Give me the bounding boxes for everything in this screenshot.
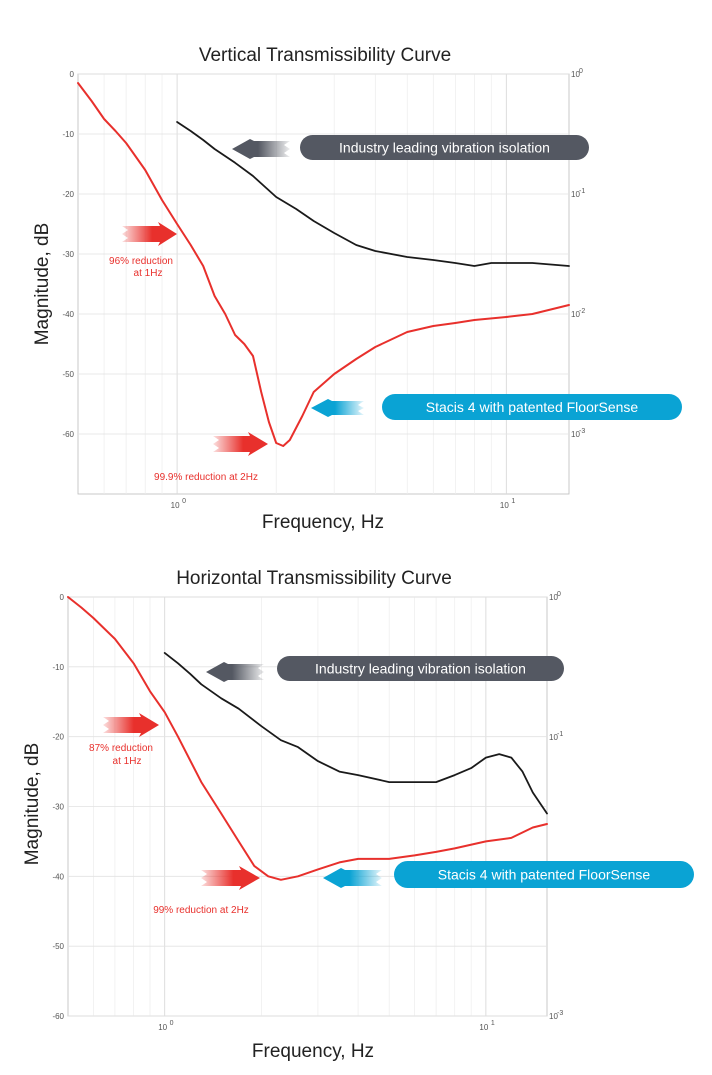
right-tick-exponent: 0 <box>579 68 583 75</box>
vertical-chart: Vertical Transmissibility Curve 0-10-20-… <box>32 45 682 533</box>
x-tick-exponent: 0 <box>170 1020 174 1027</box>
right-tick-label: 10 <box>549 1012 558 1021</box>
right-tick-label: 10 <box>549 593 558 602</box>
x-ticks: 10 0 10 1 <box>158 1020 495 1032</box>
y-tick-label: -50 <box>62 370 74 379</box>
y-tick-label: 0 <box>60 593 65 602</box>
y-ticks: 0 -10 -20 -30 -40 -50 -60 <box>52 593 64 1021</box>
industry-callout-text: Industry leading vibration isolation <box>339 140 550 156</box>
y-tick-label: -40 <box>52 872 64 881</box>
right-tick-exponent: -3 <box>557 1010 563 1017</box>
stacis-series-line <box>67 596 548 881</box>
chart-title: Vertical Transmissibility Curve <box>199 45 451 66</box>
right-tick-label: 10 <box>571 190 580 199</box>
stacis-callout: Stacis 4 with patented FloorSense <box>323 861 694 888</box>
y-tick-label: -60 <box>52 1012 64 1021</box>
right-tick-exponent: -2 <box>579 308 585 315</box>
note-1hz: 87% reduction at 1Hz <box>89 713 159 767</box>
gray-arrow-icon <box>232 139 290 159</box>
industry-pill <box>277 656 564 681</box>
x-tick-label: 10 <box>500 501 509 510</box>
x-axis-label: Frequency, Hz <box>252 1041 374 1062</box>
industry-pill <box>300 135 589 160</box>
note-2hz-text: 99.9% reduction at 2Hz <box>154 472 258 483</box>
stacis-series-line <box>77 82 570 447</box>
y-tick-label: -40 <box>62 310 74 319</box>
red-arrow-icon <box>201 866 260 890</box>
note-1hz-line2: at 1Hz <box>113 756 142 767</box>
right-tick-label: 10 <box>571 70 580 79</box>
y-tick-label: -50 <box>52 942 64 951</box>
stacis-callout-text: Stacis 4 with patented FloorSense <box>426 399 639 415</box>
note-1hz-line1: 96% reduction <box>109 256 173 267</box>
y-tick-label: -10 <box>62 130 74 139</box>
right-tick-label: 10 <box>571 430 580 439</box>
red-arrow-icon <box>122 222 177 246</box>
stacis-callout-text: Stacis 4 with patented FloorSense <box>438 867 651 883</box>
x-tick-label: 10 <box>479 1023 488 1032</box>
right-tick-exponent: 0 <box>557 591 561 598</box>
y-tick-label: -10 <box>52 663 64 672</box>
series-lines <box>67 596 548 881</box>
industry-callout: Industry leading vibration isolation <box>232 135 589 160</box>
x-axis-label: Frequency, Hz <box>262 512 384 533</box>
right-tick-exponent: -3 <box>579 428 585 435</box>
blue-arrow-icon <box>311 399 364 417</box>
industry-callout: Industry leading vibration isolation <box>206 656 564 682</box>
x-tick-label: 10 <box>158 1023 167 1032</box>
y-tick-label: -20 <box>62 190 74 199</box>
y-tick-label: -30 <box>62 250 74 259</box>
series-lines <box>77 82 570 447</box>
y-tick-label: -60 <box>62 430 74 439</box>
note-2hz-text: 99% reduction at 2Hz <box>153 905 249 916</box>
x-tick-exponent: 1 <box>491 1020 495 1027</box>
blue-arrow-icon <box>323 868 382 888</box>
right-tick-label: 10 <box>571 310 580 319</box>
x-tick-exponent: 0 <box>182 498 186 505</box>
stacis-pill <box>394 861 694 888</box>
note-1hz-line1: 87% reduction <box>89 743 153 754</box>
y-axis-label: Magnitude, dB <box>22 743 43 866</box>
red-arrow-icon <box>103 713 159 737</box>
y-tick-label: 0 <box>70 70 75 79</box>
x-ticks: 10 0 10 1 <box>171 498 516 510</box>
chart-title: Horizontal Transmissibility Curve <box>176 568 452 589</box>
gray-arrow-icon <box>206 662 264 682</box>
industry-callout-text: Industry leading vibration isolation <box>315 661 526 677</box>
horizontal-chart: Horizontal Transmissibility Curve 0-10-2… <box>22 568 694 1062</box>
y-ticks: 0 -10 -20 -30 -40 -50 -60 <box>62 70 74 439</box>
right-tick-exponent: -1 <box>579 188 585 195</box>
right-tick-label: 10 <box>549 733 558 742</box>
note-1hz: 96% reduction at 1Hz <box>109 222 177 279</box>
note-1hz-line2: at 1Hz <box>134 268 163 279</box>
y-tick-label: -30 <box>52 803 64 812</box>
y-axis-label: Magnitude, dB <box>32 223 53 346</box>
stacis-callout: Stacis 4 with patented FloorSense <box>311 394 682 420</box>
right-axis-ticks: 10 010 -110 -3 <box>549 591 563 1021</box>
y-tick-label: -20 <box>52 733 64 742</box>
x-tick-label: 10 <box>171 501 180 510</box>
note-2hz: 99% reduction at 2Hz <box>153 866 260 916</box>
red-arrow-icon <box>213 432 268 456</box>
right-tick-exponent: -1 <box>557 731 563 738</box>
industry-series-line <box>176 121 570 267</box>
industry-series-line <box>163 652 548 815</box>
stacis-pill <box>382 394 682 420</box>
note-2hz: 99.9% reduction at 2Hz <box>154 432 268 483</box>
x-tick-exponent: 1 <box>511 498 515 505</box>
